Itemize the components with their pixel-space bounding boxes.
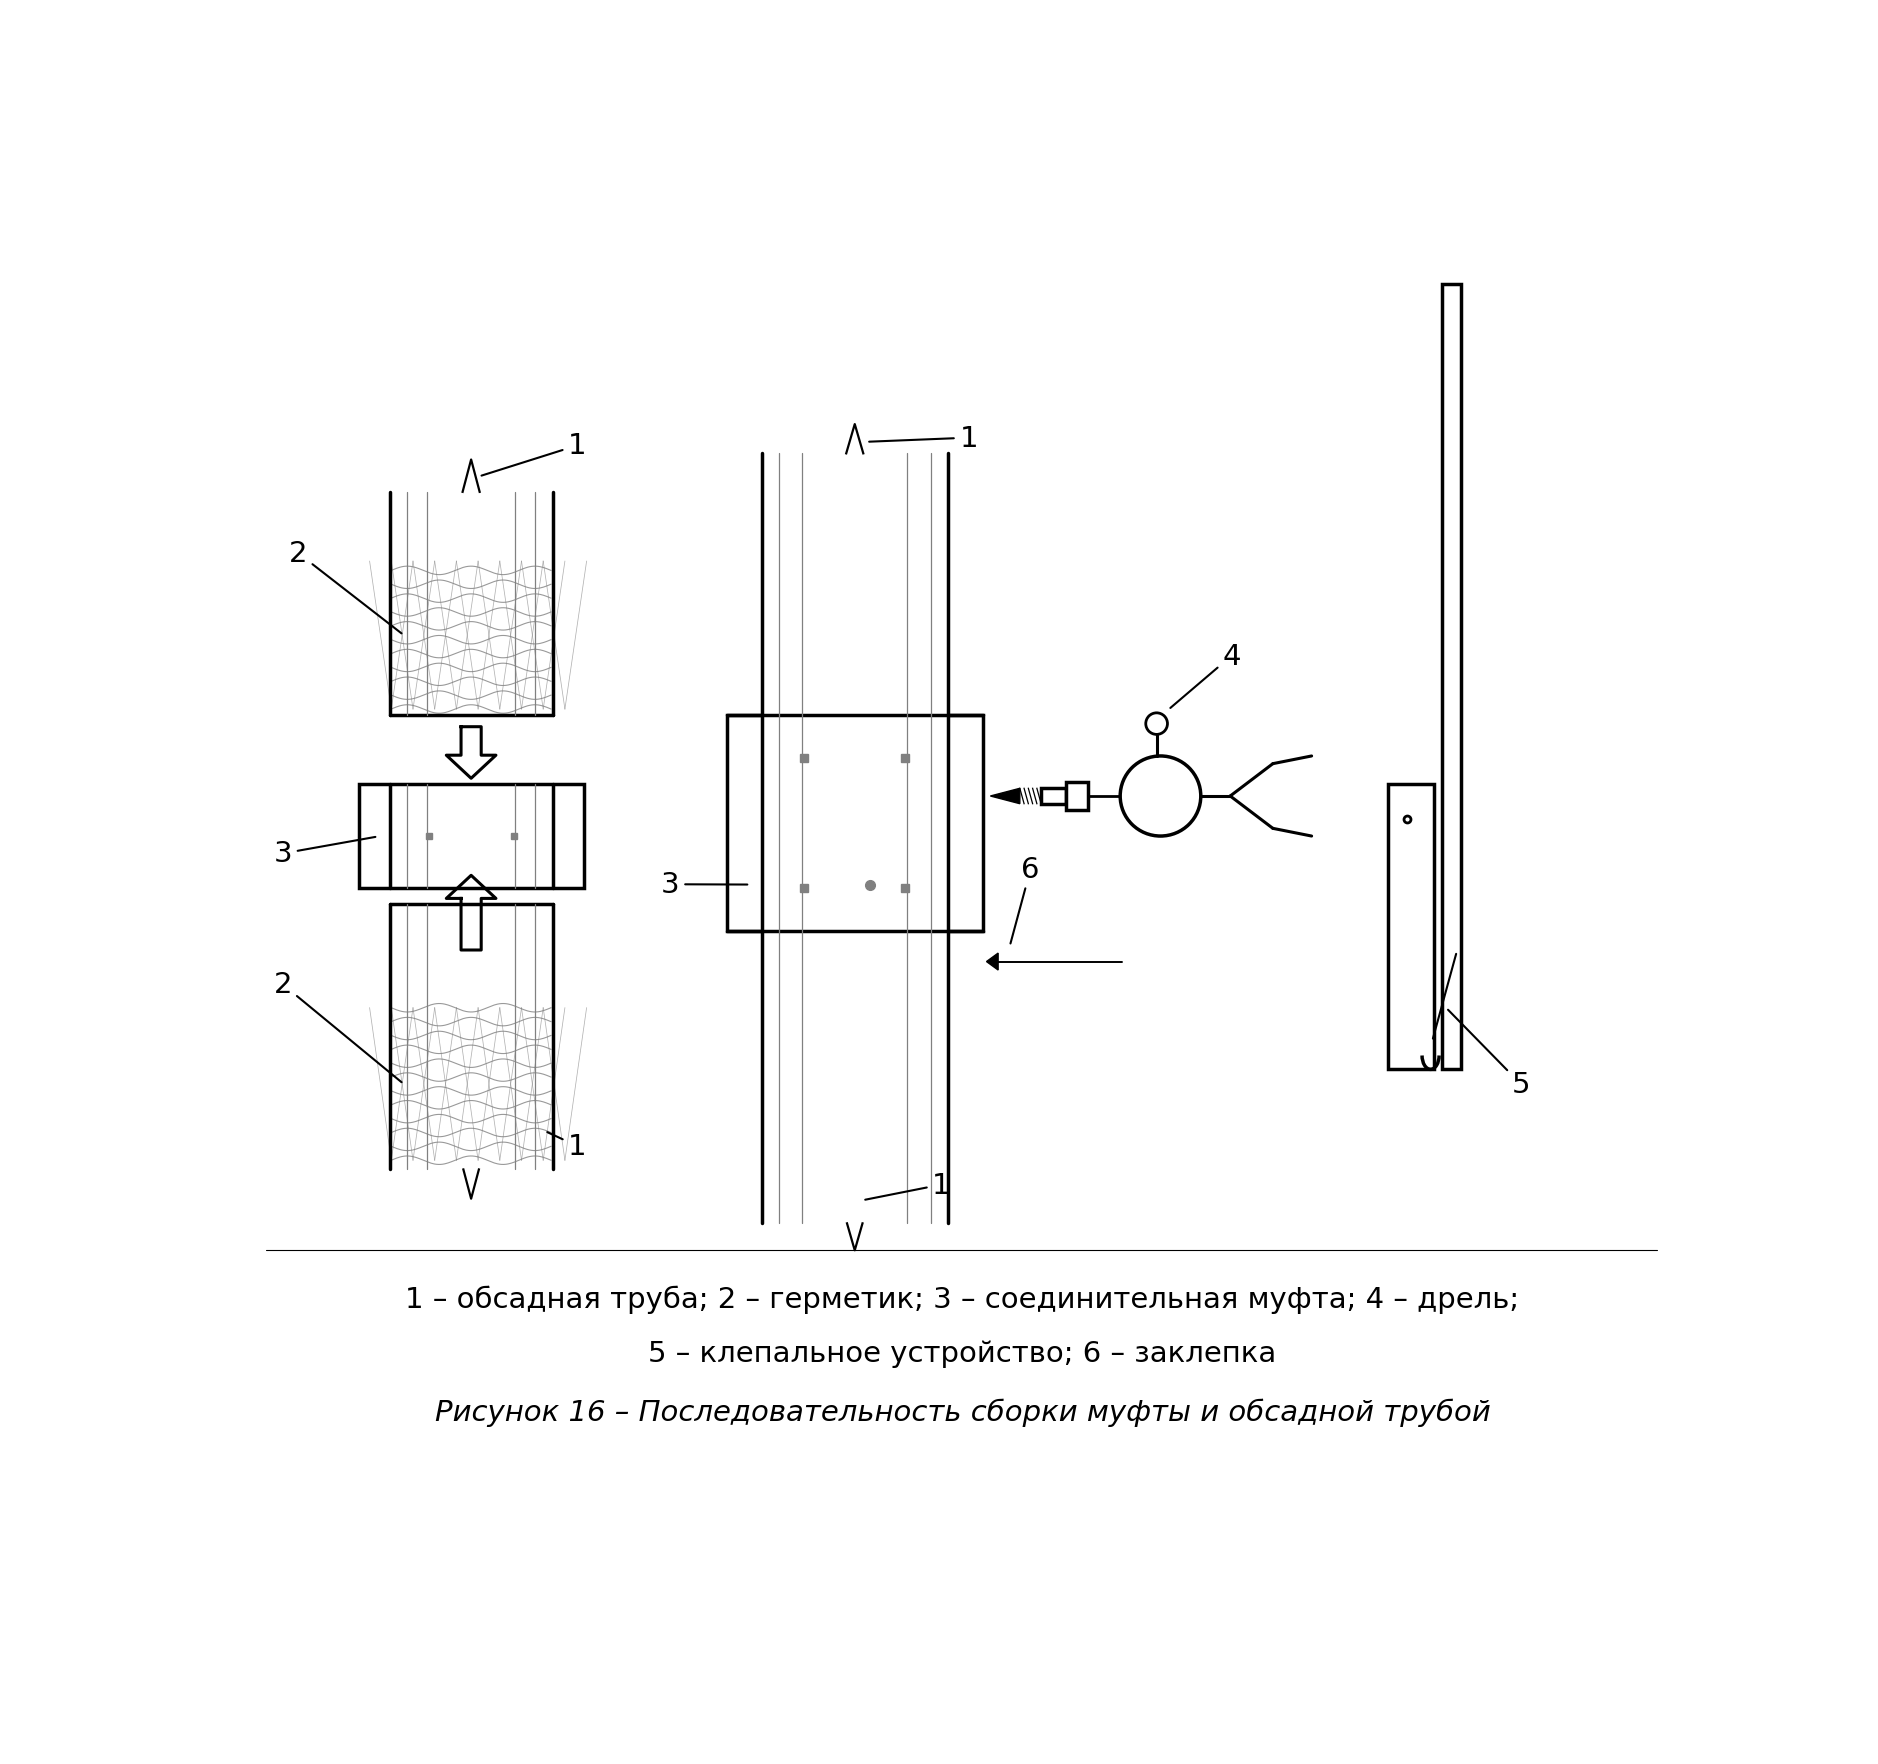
Bar	[359, 785, 584, 889]
Text: 1: 1	[866, 1171, 950, 1200]
Polygon shape	[990, 789, 1020, 804]
Bar	[1067, 783, 1087, 810]
Bar	[727, 716, 982, 931]
Text: 4: 4	[1170, 642, 1241, 709]
Text: 3: 3	[274, 838, 376, 868]
Bar	[1040, 789, 1067, 804]
Bar	[1388, 785, 1435, 1069]
Text: 2: 2	[274, 970, 402, 1083]
Text: 5 – клепальное устройство; 6 – заклепка: 5 – клепальное устройство; 6 – заклепка	[648, 1339, 1277, 1367]
Text: Рисунок 16 – Последовательность сборки муфты и обсадной трубой: Рисунок 16 – Последовательность сборки м…	[434, 1399, 1491, 1427]
Text: 6: 6	[1010, 856, 1040, 944]
Circle shape	[1119, 757, 1200, 836]
Text: 1: 1	[481, 432, 586, 476]
Text: 5: 5	[1448, 1011, 1531, 1099]
Polygon shape	[986, 954, 997, 970]
Text: 1: 1	[546, 1132, 586, 1161]
Bar	[1442, 284, 1461, 1069]
Text: 1 – обсадная труба; 2 – герметик; 3 – соединительная муфта; 4 – дрель;: 1 – обсадная труба; 2 – герметик; 3 – со…	[406, 1284, 1519, 1312]
Text: 1: 1	[870, 425, 978, 452]
Text: 3: 3	[661, 871, 747, 898]
Text: 2: 2	[289, 540, 402, 633]
Circle shape	[1146, 713, 1168, 736]
